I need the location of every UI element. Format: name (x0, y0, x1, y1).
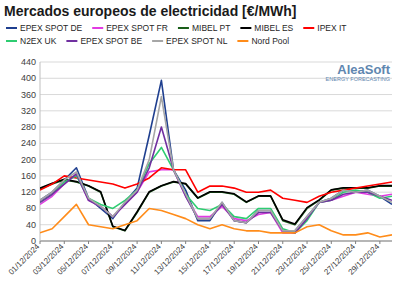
legend-swatch (6, 40, 17, 42)
x-tick (331, 241, 332, 244)
y-tick-label: 80 (26, 203, 36, 213)
y-tick-label: 200 (21, 155, 36, 165)
series-line (40, 127, 392, 233)
legend-swatch (240, 27, 251, 29)
x-tick (209, 241, 210, 244)
legend-label: EPEX SPOT DE (20, 23, 83, 33)
legend-swatch (178, 27, 189, 29)
series-line (40, 204, 392, 237)
x-tick (379, 241, 380, 244)
legend-swatch (6, 27, 17, 29)
series-line (40, 180, 392, 231)
grid-line (40, 143, 392, 144)
x-tick (137, 241, 138, 244)
x-tick (112, 241, 113, 244)
y-tick-label: 280 (21, 122, 36, 132)
legend-swatch (152, 40, 163, 42)
y-tick-label: 120 (21, 187, 36, 197)
x-tick (64, 241, 65, 244)
y-tick-label: 160 (21, 171, 36, 181)
x-tick (282, 241, 283, 244)
plot-area (40, 80, 392, 237)
legend-label: MIBEL ES (254, 23, 293, 33)
x-axis (40, 241, 392, 242)
title: Mercados europeos de electricidad [€/MWh… (4, 3, 297, 19)
x-tick (40, 241, 41, 244)
grid-line (40, 175, 392, 176)
series-line (40, 97, 392, 231)
x-tick (161, 241, 162, 244)
logo: AleaSoft (337, 62, 390, 77)
x-tick (234, 241, 235, 244)
legend-swatch (92, 27, 103, 29)
x-tick (88, 241, 89, 244)
chart: Mercados europeos de electricidad [€/MWh… (0, 0, 400, 300)
y-tick-label: 240 (21, 138, 36, 148)
legend-swatch (303, 27, 314, 29)
grid-line (40, 110, 392, 111)
y-axis (40, 62, 41, 241)
y-tick-label: 40 (26, 220, 36, 230)
x-tick (185, 241, 186, 244)
legend-label: EPEX SPOT BE (80, 36, 142, 46)
legend-label: N2EX UK (20, 36, 57, 46)
y-tick-label: 320 (21, 106, 36, 116)
y-tick-label: 440 (21, 57, 36, 67)
x-tick-label: 29/12/2024 (347, 242, 382, 277)
y-tick-label: 360 (21, 90, 36, 100)
grid-line (40, 159, 392, 160)
legend-label: Nord Pool (251, 36, 289, 46)
legend-label: EPEX SPOT NL (166, 36, 228, 46)
legend-swatch (66, 40, 77, 42)
legend-swatch (237, 40, 248, 42)
grid-line (40, 94, 392, 95)
legend-label: EPEX SPOT FR (106, 23, 168, 33)
x-tick (355, 241, 356, 244)
y-tick-label: 400 (21, 73, 36, 83)
grid-line (40, 127, 392, 128)
logo-subtitle: ENERGY FORECASTING (326, 76, 390, 82)
legend-label: IPEX IT (317, 23, 346, 33)
x-tick (307, 241, 308, 244)
grid-line (40, 241, 392, 242)
x-tick (258, 241, 259, 244)
series-line (40, 147, 392, 232)
legend-label: MIBEL PT (192, 23, 230, 33)
